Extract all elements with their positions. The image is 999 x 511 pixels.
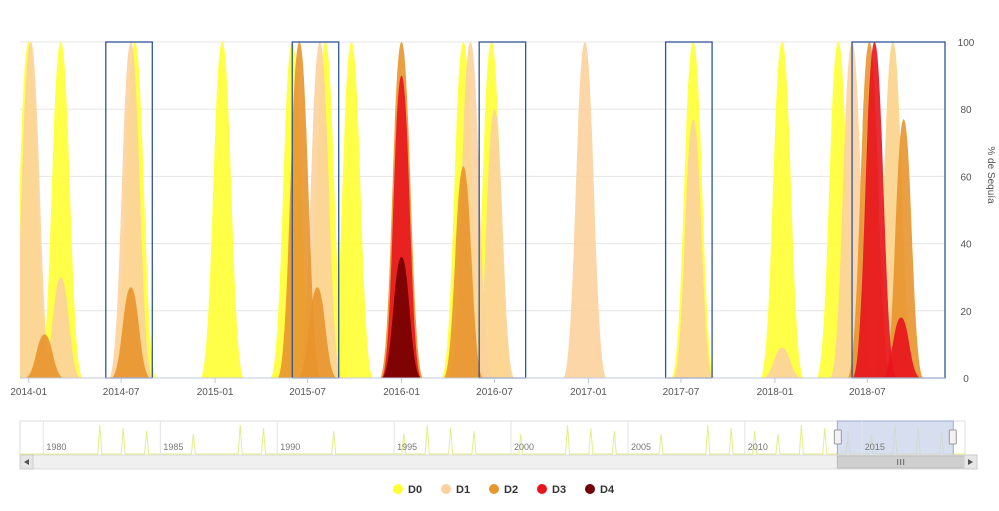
navigator-year-label: 2015 — [865, 442, 885, 452]
y-tick-label: 60 — [960, 172, 972, 183]
drought-areas — [20, 42, 924, 378]
legend-marker-icon — [489, 484, 499, 494]
legend-label: D1 — [456, 484, 470, 496]
legend-item-d3[interactable]: D3 — [537, 484, 566, 496]
scrollbar-track[interactable] — [19, 454, 978, 470]
area-d0 — [760, 42, 805, 378]
area-d2 — [277, 42, 322, 378]
area-d3 — [852, 42, 897, 378]
x-tick-label: 2018-07 — [849, 387, 886, 398]
legend-item-d0[interactable]: D0 — [393, 484, 422, 496]
y-tick-label: 0 — [963, 374, 969, 385]
y-tick-label: 80 — [960, 105, 972, 116]
navigator-year-label: 2010 — [748, 442, 768, 452]
legend-label: D3 — [552, 484, 566, 496]
navigator-year-label: 1990 — [280, 442, 300, 452]
legend-item-d1[interactable]: D1 — [441, 484, 470, 496]
area-d2 — [297, 287, 338, 378]
legend-marker-icon — [441, 484, 451, 494]
area-d2 — [443, 166, 484, 378]
legend-marker-icon — [537, 484, 547, 494]
navigator-handle-left[interactable] — [833, 429, 842, 445]
x-tick-label: 2015-07 — [289, 387, 326, 398]
legend[interactable]: D0 D1 D2 D3 D4 — [393, 484, 615, 496]
area-d3 — [881, 317, 922, 378]
legend-item-d2[interactable]: D2 — [489, 484, 518, 496]
area-d1 — [108, 42, 153, 378]
navigator-background — [19, 420, 966, 456]
area-d0 — [200, 42, 245, 378]
navigator-year-label: 2000 — [514, 442, 534, 452]
area-d0 — [38, 42, 83, 378]
area-d4 — [381, 257, 422, 378]
navigator-year-label: 1995 — [397, 442, 417, 452]
y-axis-ticks: 0 20 40 60 80 100 — [958, 38, 975, 385]
navigator-selection[interactable] — [836, 420, 954, 456]
area-d0 — [329, 42, 374, 378]
x-axis-ticks: 2014-01 2014-07 2015-01 2015-07 2016-01 2016-… — [10, 378, 886, 398]
x-tick-label: 2014-07 — [103, 387, 140, 398]
x-tick-label: 2017-01 — [570, 387, 607, 398]
y-tick-label: 20 — [960, 307, 972, 318]
navigator-labels: 1980 1985 1990 1995 2000 2005 2010 2015 — [42, 421, 885, 455]
area-d2 — [24, 334, 65, 378]
x-tick-label: 2015-01 — [197, 387, 234, 398]
area-d1 — [474, 109, 515, 378]
navigator-year-label: 1980 — [46, 442, 66, 452]
x-tick-label: 2017-07 — [663, 387, 700, 398]
navigator-year-label: 1985 — [163, 442, 183, 452]
x-tick-label: 2016-01 — [383, 387, 420, 398]
x-tick-label: 2016-07 — [476, 387, 513, 398]
y-tick-label: 40 — [960, 240, 972, 251]
legend-label: D0 — [408, 484, 422, 496]
navigator[interactable]: 1980 1985 1990 1995 2000 2005 2010 2015 — [19, 420, 966, 456]
y-tick-label: 100 — [958, 38, 975, 49]
area-d1 — [562, 42, 607, 378]
navigator-handle-right[interactable] — [948, 429, 957, 445]
x-tick-label: 2014-01 — [10, 387, 47, 398]
scrollbar[interactable] — [19, 454, 978, 470]
y-axis-title: % de Sequía — [985, 146, 996, 204]
area-d2 — [110, 287, 151, 378]
area-d2 — [883, 119, 924, 378]
area-d1 — [673, 119, 714, 378]
navigator-year-label: 2005 — [631, 442, 651, 452]
legend-marker-icon — [585, 484, 595, 494]
x-tick-label: 2018-01 — [757, 387, 794, 398]
area-d3 — [381, 75, 422, 378]
scrollbar-grip-icon — [897, 459, 905, 465]
area-d1 — [762, 347, 803, 378]
scroll-left-arrow-icon — [24, 459, 29, 465]
legend-item-d4[interactable]: D4 — [585, 484, 615, 496]
scroll-right-arrow-icon — [968, 459, 973, 465]
legend-label: D4 — [600, 484, 615, 496]
legend-marker-icon — [393, 484, 403, 494]
legend-label: D2 — [504, 484, 518, 496]
area-d1 — [20, 42, 53, 378]
